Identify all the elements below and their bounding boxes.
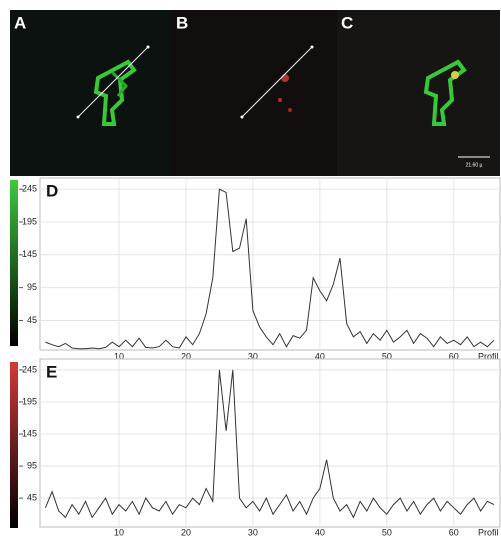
panel-b: B (172, 10, 337, 176)
x-axis-label: Profil (478, 527, 499, 537)
chart-label: E (46, 362, 57, 381)
panel-a: A (10, 10, 172, 176)
x-tick-label: 40 (315, 351, 325, 361)
x-tick-label: 50 (382, 351, 392, 361)
y-tick-label: 195 (22, 396, 37, 406)
y-tick-label: 45 (27, 315, 37, 325)
y-tick-label: 95 (27, 282, 37, 292)
y-tick-label: 95 (27, 460, 37, 470)
x-tick-label: 30 (248, 527, 258, 537)
panel-label: B (176, 13, 188, 32)
plot-area (39, 177, 501, 351)
profile-line (44, 369, 495, 519)
x-tick-label: 10 (114, 351, 124, 361)
colorbar (10, 362, 18, 528)
panel-label: C (341, 13, 353, 32)
y-tick-label: 45 (27, 493, 37, 503)
x-tick-label: 60 (449, 351, 459, 361)
x-tick-label: 30 (248, 351, 258, 361)
panel-c: 21.60 µ C (337, 10, 500, 176)
chart-label: D (46, 181, 58, 200)
x-tick-label: 50 (382, 527, 392, 537)
y-tick-label: 245 (22, 184, 37, 194)
panel-label: A (14, 13, 26, 32)
scale-bar-label: 21.60 µ (466, 162, 483, 168)
colorbar (10, 180, 18, 346)
x-tick-label: 20 (181, 527, 191, 537)
x-tick-label: 10 (114, 527, 124, 537)
x-axis-label: Profil (478, 351, 499, 361)
y-tick-label: 245 (22, 364, 37, 374)
y-tick-label: 145 (22, 428, 37, 438)
y-tick-label: 195 (22, 216, 37, 226)
y-tick-label: 145 (22, 249, 37, 259)
x-tick-label: 40 (315, 527, 325, 537)
plot-area (39, 358, 501, 528)
profile-line (45, 188, 495, 350)
x-tick-label: 20 (181, 351, 191, 361)
x-tick-label: 60 (449, 527, 459, 537)
